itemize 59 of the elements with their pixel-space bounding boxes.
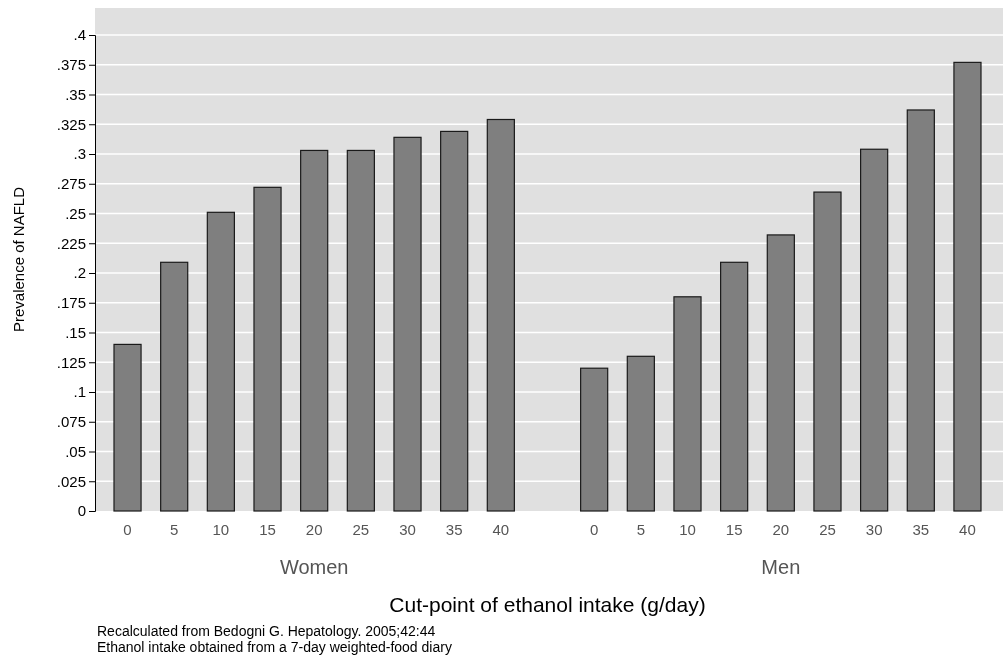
x-tick-label: 20 xyxy=(772,521,790,538)
x-tick-label: 0 xyxy=(589,521,599,538)
x-tick-label: 40 xyxy=(959,521,976,538)
y-tick-label: .2 xyxy=(73,264,86,282)
bar xyxy=(906,109,935,512)
bar xyxy=(580,367,609,512)
y-tick-label: .4 xyxy=(73,26,86,44)
bar xyxy=(860,148,889,512)
bar xyxy=(393,136,422,512)
x-tick-label: 35 xyxy=(912,521,930,538)
y-tick-label: .125 xyxy=(56,353,86,371)
bar xyxy=(766,234,795,512)
text: Men xyxy=(761,556,801,578)
y-tick-label: .075 xyxy=(56,413,86,431)
bar xyxy=(720,261,749,512)
text: Ethanol intake obtained from a 7-day weighted-food diary xyxy=(97,639,452,655)
x-tick-label: 25 xyxy=(352,521,370,538)
y-tick-label: .35 xyxy=(65,85,86,103)
bar xyxy=(346,149,375,512)
text: Recalculated from Bedogni G. Hepatology. 2005;42:44 xyxy=(97,623,436,639)
y-tick-label: .375 xyxy=(56,56,86,74)
bar xyxy=(486,118,515,512)
y-tick-label: .275 xyxy=(56,175,86,193)
x-tick-label: 0 xyxy=(123,521,132,538)
bar xyxy=(253,186,282,512)
x-tick-label: 5 xyxy=(636,521,645,538)
x-tick-label: 10 xyxy=(679,521,696,538)
x-tick-label: 25 xyxy=(819,521,836,538)
x-tick-label: 35 xyxy=(445,521,463,538)
bar xyxy=(160,261,189,512)
x-tick-label: 15 xyxy=(259,521,276,538)
x-tick-label: 20 xyxy=(305,521,323,538)
y-tick-label: .05 xyxy=(65,442,86,460)
x-tick-label: 40 xyxy=(492,521,510,538)
bar xyxy=(440,130,469,512)
y-tick-label: .325 xyxy=(56,115,86,133)
x-tick-label: 15 xyxy=(725,521,743,538)
bar xyxy=(813,191,842,512)
y-tick-label: .25 xyxy=(65,204,86,222)
bar xyxy=(206,211,235,512)
x-tick-label: 30 xyxy=(399,521,416,538)
x-tick-label: 10 xyxy=(212,521,230,538)
bar xyxy=(626,355,655,512)
x-tick-label: 30 xyxy=(865,521,883,538)
y-tick-label: .1 xyxy=(73,383,86,401)
bar xyxy=(673,296,702,512)
y-tick-label: .3 xyxy=(73,145,86,163)
x-axis-title: Cut-point of ethanol intake (g/day) xyxy=(389,593,706,616)
y-tick-label: .025 xyxy=(56,472,86,490)
y-tick-label: .225 xyxy=(56,234,86,252)
text: Women xyxy=(279,556,349,578)
bar xyxy=(953,61,982,512)
y-tick-label: 0 xyxy=(77,502,86,520)
y-tick-label: .175 xyxy=(56,294,86,312)
y-tick-label: .15 xyxy=(65,323,86,341)
x-tick-label: 5 xyxy=(170,521,179,538)
bar xyxy=(113,343,142,512)
bar xyxy=(300,149,329,512)
y-axis-title: Prevalence of NAFLD xyxy=(10,186,27,333)
